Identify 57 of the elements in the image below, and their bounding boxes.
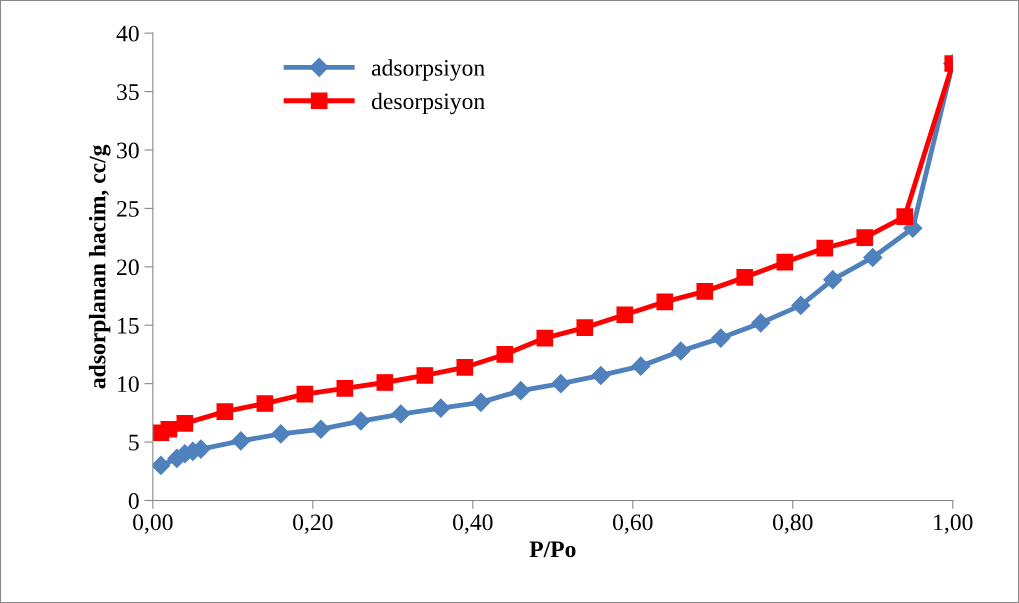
point bbox=[551, 374, 571, 394]
point bbox=[496, 346, 514, 363]
point bbox=[336, 379, 354, 397]
point bbox=[863, 247, 883, 268]
point bbox=[896, 208, 914, 225]
point bbox=[576, 319, 594, 336]
y-tick-label: 0 bbox=[128, 492, 139, 509]
legend-label: adsorpsiyon bbox=[371, 59, 485, 81]
point bbox=[656, 293, 674, 311]
point bbox=[231, 431, 251, 451]
y-tick-label: 15 bbox=[118, 317, 139, 334]
x-tick-label: 1,00 bbox=[934, 514, 973, 534]
y-tick-label: 35 bbox=[117, 84, 139, 100]
x-tick-label: 0,00 bbox=[133, 514, 173, 534]
point bbox=[591, 365, 611, 386]
y-tick-label: 5 bbox=[129, 434, 139, 451]
legend-label: desorpsiyon bbox=[371, 92, 485, 115]
point bbox=[152, 455, 171, 475]
point bbox=[671, 341, 691, 361]
point bbox=[216, 403, 234, 421]
point bbox=[751, 313, 771, 333]
y-tick-label: 25 bbox=[117, 200, 139, 217]
point bbox=[511, 381, 531, 401]
point bbox=[711, 328, 731, 348]
point bbox=[631, 356, 651, 376]
point bbox=[696, 283, 714, 300]
point bbox=[456, 358, 474, 376]
y-tick-label: 20 bbox=[117, 259, 139, 276]
point bbox=[536, 329, 554, 347]
point bbox=[311, 419, 331, 439]
point bbox=[616, 306, 634, 324]
y-tick-label: 10 bbox=[118, 376, 139, 393]
point bbox=[391, 404, 411, 424]
point bbox=[351, 411, 371, 431]
point bbox=[431, 398, 451, 418]
point bbox=[736, 269, 754, 286]
point bbox=[416, 367, 434, 384]
point bbox=[816, 239, 834, 257]
point bbox=[160, 420, 178, 438]
point bbox=[471, 392, 491, 412]
point bbox=[271, 424, 291, 444]
point bbox=[296, 385, 314, 403]
point bbox=[776, 253, 794, 271]
y-tick-label: 30 bbox=[117, 142, 139, 159]
point bbox=[791, 295, 811, 315]
x-tick-label: 0,60 bbox=[613, 514, 653, 534]
point bbox=[256, 395, 274, 412]
x-axis-title: P/Po bbox=[529, 541, 576, 558]
x-tick-label: 0,40 bbox=[453, 514, 493, 534]
x-tick-label: 0,20 bbox=[293, 514, 333, 534]
point bbox=[176, 415, 194, 432]
point bbox=[856, 229, 874, 246]
y-axis-title: adsorplanan hacim, cc/g bbox=[88, 144, 111, 389]
point bbox=[376, 374, 394, 391]
y-tick-label: 40 bbox=[116, 25, 139, 42]
point bbox=[823, 270, 843, 290]
x-tick-label: 0,80 bbox=[773, 514, 813, 534]
